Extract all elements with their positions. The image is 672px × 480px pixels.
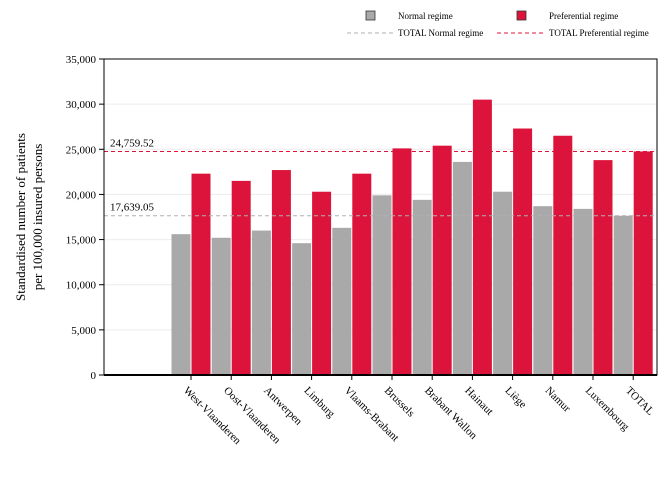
- bar-preferential-8: [513, 128, 533, 375]
- legend-label-normal: Normal regime: [398, 11, 453, 21]
- bar-preferential-6: [432, 145, 452, 375]
- x-axis-labels: West-VlaanderenOost-VlaanderenAntwerpenL…: [181, 375, 656, 447]
- bar-preferential-11: [633, 151, 653, 375]
- y-tick-label: 5,000: [71, 325, 96, 337]
- reference-line-label-1: 24,759.52: [110, 137, 154, 149]
- y-tick-label: 20,000: [66, 189, 97, 201]
- x-tick-label: Limburg: [301, 385, 337, 421]
- axes: [103, 58, 658, 376]
- legend-swatch-preferential: [516, 10, 527, 21]
- y-axis-label-line-2: per 100,000 insured persons: [30, 144, 45, 291]
- y-tick-label: 30,000: [66, 99, 97, 111]
- bar-normal-11: [613, 215, 633, 375]
- bar-preferential-5: [392, 148, 412, 375]
- y-tick-label: 25,000: [66, 144, 97, 156]
- bar-preferential-3: [312, 191, 332, 375]
- bar-preferential-1: [231, 180, 251, 375]
- bar-normal-5: [372, 195, 392, 375]
- legend-swatch-normal: [365, 10, 376, 21]
- bar-preferential-2: [271, 170, 291, 375]
- bar-preferential-7: [472, 99, 492, 375]
- bar-normal-2: [251, 230, 271, 375]
- bar-normal-9: [533, 206, 553, 375]
- legend-label-total-preferential: TOTAL Preferential regime: [549, 28, 649, 38]
- y-tick-label: 0: [91, 370, 97, 382]
- reference-line-label-0: 17,639.05: [110, 202, 155, 214]
- bar-normal-8: [493, 191, 513, 375]
- y-tick-label: 10,000: [66, 280, 97, 292]
- x-tick-label: Liège: [502, 385, 528, 411]
- bar-preferential-0: [191, 173, 211, 375]
- bar-normal-1: [211, 237, 231, 375]
- y-tick-label: 35,000: [66, 54, 97, 66]
- x-tick-label: TOTAL: [623, 385, 656, 418]
- bar-normal-0: [171, 234, 191, 375]
- y-axis-label-line-1: Standardised number of patients: [13, 133, 28, 301]
- bar-preferential-4: [352, 173, 372, 375]
- bar-preferential-9: [553, 135, 573, 375]
- bar-preferential-10: [593, 160, 613, 375]
- x-tick-label: Brussels: [382, 385, 417, 420]
- reference-lines: 17,639.05 24,759.52: [104, 137, 657, 217]
- bars: [171, 99, 653, 375]
- x-tick-label: Namur: [543, 385, 573, 415]
- bar-normal-4: [332, 227, 352, 375]
- bar-normal-10: [573, 208, 593, 375]
- y-tick-label: 15,000: [66, 235, 97, 247]
- bar-normal-3: [292, 243, 312, 375]
- x-tick-label: Hainaut: [462, 385, 495, 418]
- legend-label-preferential: Preferential regime: [549, 11, 618, 21]
- bar-normal-7: [452, 161, 472, 375]
- y-axis-ticks: 0 5,000 10,000 15,000 20,000 25,000 30,000 35,0…: [66, 54, 104, 382]
- legend: Normal regime Preferential regime TOTAL …: [347, 10, 649, 38]
- bar-normal-6: [412, 199, 432, 375]
- legend-label-total-normal: TOTAL Normal regime: [398, 28, 483, 38]
